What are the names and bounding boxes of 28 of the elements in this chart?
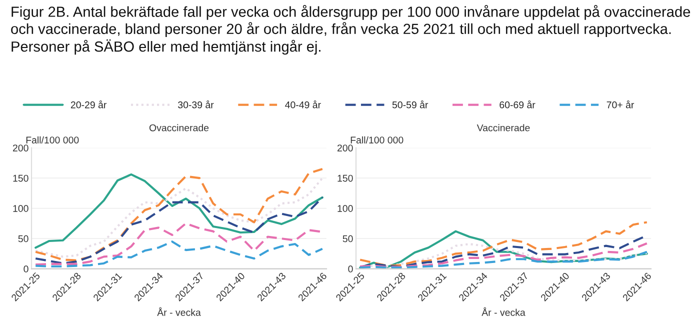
legend-label: 70+ år — [606, 100, 634, 108]
chart-title: Ovaccinerade — [149, 124, 209, 132]
y-tick-label: 200 — [12, 144, 28, 152]
line-series — [34, 173, 324, 249]
x-axis-title: År - vecka — [157, 307, 201, 316]
y-tick-label: 50 — [342, 235, 353, 242]
line-series — [34, 240, 324, 268]
y-axis-title: Fall/100 000 — [26, 136, 79, 144]
y-tick-label: 100 — [338, 205, 353, 212]
legend-label: 30-39 år — [178, 100, 214, 108]
line-series — [359, 221, 648, 267]
legend-label: 40-49 år — [285, 100, 321, 108]
y-tick-label: 0 — [24, 266, 28, 272]
chart-subtitle: Figur 2B. Antal bekräftade fall per vecka och åldersgrupp per 100 000 invånare uppdelat på ovaccinerade och vaccinerade, bland personer 20 år och äldre, från vecka 25 2021 till och med aktuell rapportvecka. Personer på SÄBO eller med hemtjänst ingår ej. — [11, 5, 690, 55]
legend-label: 20-29 år — [70, 100, 107, 108]
x-axis-title: År - vecka — [482, 307, 526, 316]
y-tick-label: 150 — [338, 174, 353, 182]
y-tick-label: 50 — [18, 235, 28, 242]
line-series — [359, 250, 648, 269]
y-tick-label: 0 — [348, 266, 353, 272]
y-tick-label: 150 — [13, 174, 28, 182]
y-tick-label: 100 — [13, 205, 28, 212]
legend-label: 50-59 år — [392, 100, 428, 108]
y-axis-title: Fall/100 000 — [350, 136, 404, 144]
y-tick-label: 200 — [337, 144, 353, 152]
line-series — [34, 196, 324, 264]
chart-title: Vaccinerade — [476, 124, 530, 132]
legend-label: 60-69 år — [500, 100, 536, 108]
